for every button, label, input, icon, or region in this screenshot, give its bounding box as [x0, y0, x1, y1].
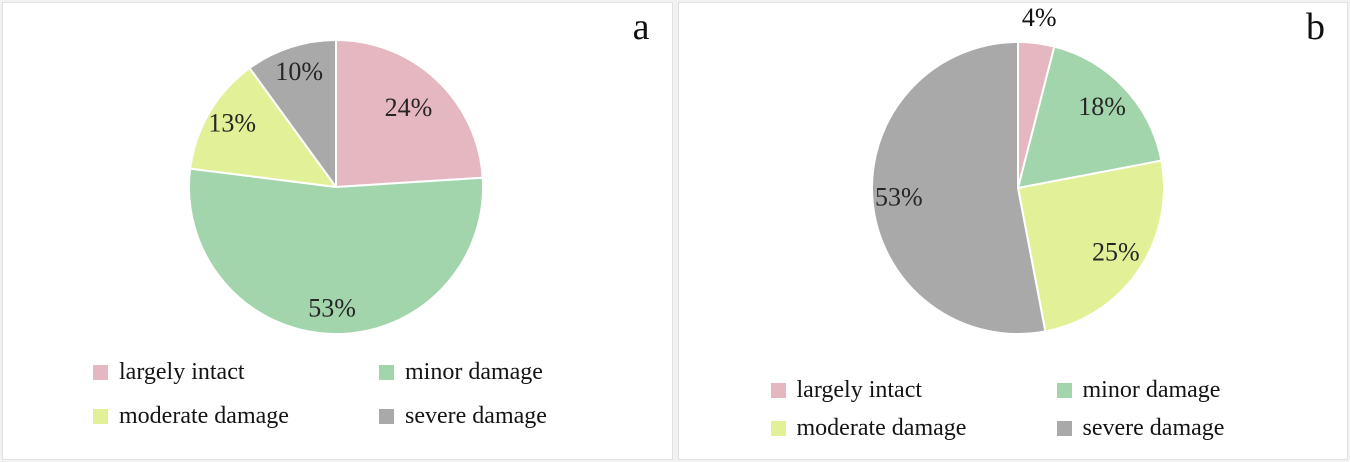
legend-item: largely intact: [770, 377, 1057, 404]
panel-a: 24% 53% 13% 10% a largely intact minor dama…: [2, 2, 673, 460]
legend-b: largely intact minor damage moderate dam…: [770, 377, 1225, 442]
pie-slice-severe-damage: [870, 41, 1046, 335]
legend-a: largely intact minor damage moderate dam…: [93, 359, 547, 430]
legend-label: largely intact: [119, 359, 245, 385]
legend-label: minor damage: [1082, 377, 1221, 403]
legend-item: minor damage: [1056, 377, 1225, 404]
pie-data-label: 13%: [208, 109, 256, 138]
panel-label-a: a: [632, 6, 650, 48]
legend-label: minor damage: [405, 359, 543, 385]
legend-swatch-largely-intact: [770, 383, 786, 398]
pie-slice-moderate-damage: [1016, 159, 1165, 333]
legend-item: minor damage: [379, 359, 547, 386]
legend-label: severe damage: [1082, 415, 1225, 441]
pie-chart-a: 24% 53% 13% 10%: [188, 39, 484, 336]
pie-data-label: 18%: [1078, 92, 1126, 121]
pie-slice-moderate-damage: [189, 67, 337, 188]
legend-swatch-moderate-damage: [770, 421, 786, 436]
legend-swatch-severe-damage: [1056, 421, 1072, 436]
pie-data-label: 24%: [385, 93, 433, 122]
pie-chart-b: 4% 18% 25% 53%: [870, 3, 1165, 335]
legend-label: moderate damage: [119, 403, 289, 429]
pie-slice-largely-intact: [335, 39, 484, 188]
panel-label-b: b: [1306, 6, 1325, 48]
pie-data-label: 53%: [308, 293, 356, 322]
pie-slice-severe-damage: [248, 39, 337, 188]
legend-item: largely intact: [93, 359, 379, 386]
pie-data-label: 10%: [275, 57, 323, 86]
pie-slice-minor-damage: [188, 167, 484, 336]
legend-swatch-minor-damage: [379, 365, 394, 380]
pie-data-label: 25%: [1091, 237, 1139, 266]
legend-swatch-severe-damage: [379, 409, 394, 424]
legend-label: largely intact: [796, 377, 923, 403]
pie-data-label: 53%: [874, 182, 922, 211]
legend-item: severe damage: [379, 403, 547, 430]
legend-swatch-minor-damage: [1056, 383, 1072, 398]
legend-swatch-largely-intact: [93, 365, 108, 380]
panel-b: 4% 18% 25% 53% b largely intact minor damag…: [677, 2, 1348, 460]
legend-item: moderate damage: [770, 415, 1057, 442]
legend-item: moderate damage: [93, 403, 379, 430]
pie-slice-minor-damage: [1016, 45, 1162, 189]
legend-label: moderate damage: [796, 415, 967, 441]
legend-swatch-moderate-damage: [93, 409, 108, 424]
legend-label: severe damage: [405, 403, 547, 429]
pie-data-label: 4%: [1021, 3, 1056, 32]
legend-item: severe damage: [1056, 415, 1225, 442]
